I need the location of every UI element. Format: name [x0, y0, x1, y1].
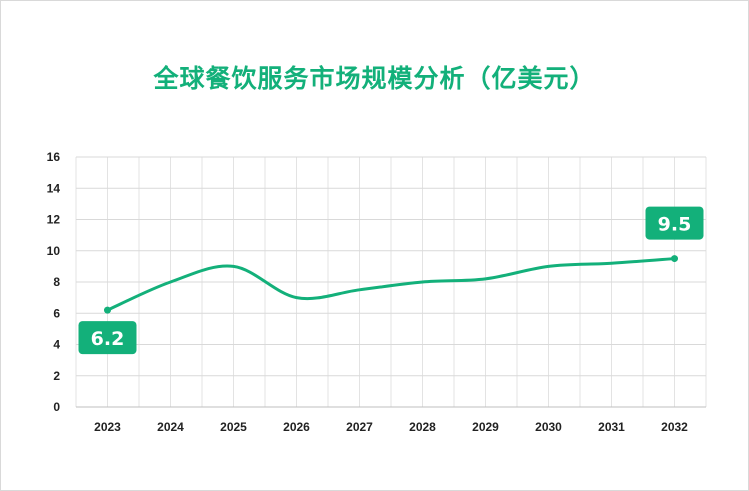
x-tick-label: 2026: [283, 420, 310, 434]
y-tick-label: 12: [47, 213, 61, 227]
x-tick-label: 2032: [661, 420, 688, 434]
y-tick-label: 14: [47, 181, 61, 195]
data-label-box: [78, 321, 137, 355]
data-label-box: [645, 206, 704, 240]
y-tick-label: 0: [53, 400, 60, 414]
x-tick-label: 2024: [157, 420, 184, 434]
x-tick-label: 2027: [346, 420, 373, 434]
x-tick-label: 2029: [472, 420, 499, 434]
data-point: [671, 255, 678, 263]
data-label: 6.2: [91, 328, 125, 350]
y-tick-label: 16: [47, 150, 61, 164]
x-tick-label: 2030: [535, 420, 562, 434]
x-tick-label: 2023: [94, 420, 121, 434]
y-tick-label: 4: [53, 338, 60, 352]
data-point: [104, 306, 111, 314]
x-tick-label: 2025: [220, 420, 247, 434]
series-line: [106, 257, 675, 312]
x-tick-label: 2028: [409, 420, 436, 434]
data-label: 9.5: [658, 214, 692, 236]
x-tick-label: 2031: [598, 420, 625, 434]
y-tick-label: 2: [53, 369, 60, 383]
y-tick-label: 6: [53, 306, 60, 320]
chart-title: 全球餐饮服务市场规模分析（亿美元）: [153, 64, 596, 93]
y-tick-label: 10: [47, 244, 61, 258]
y-tick-label: 8: [53, 275, 60, 289]
